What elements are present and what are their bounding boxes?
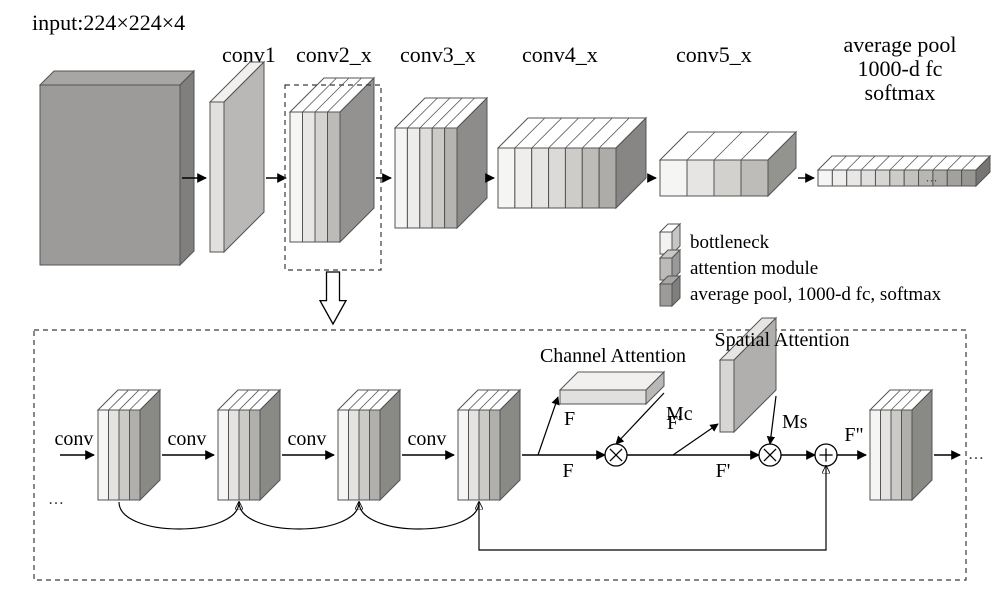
detail-panel: … conv conv conv conv Channel Attention Spatia…: [48, 318, 984, 550]
conv3-block: [395, 98, 487, 228]
legend-swatch-avgpool: [660, 276, 680, 306]
legend-label-bottleneck: bottleneck: [690, 232, 770, 253]
legend: bottleneck attention module average pool, …: [660, 224, 942, 306]
long-residual: [479, 466, 826, 550]
detail-stack-2: [218, 390, 280, 500]
conv-label-1: conv: [168, 428, 207, 450]
spatial-attention-label: Spatial Attention: [715, 329, 850, 351]
detail-stack-4: [458, 390, 520, 500]
conv-label-3: conv: [408, 428, 447, 450]
conv4-block: [498, 118, 646, 208]
detail-stack-5: [870, 390, 932, 500]
legend-label-avgpool: average pool, 1000-d fc, softmax: [690, 284, 942, 305]
conv5-label: conv5_x: [676, 42, 752, 67]
conv3-label: conv3_x: [400, 42, 476, 67]
F-up-label: F: [564, 408, 575, 430]
Fp-up-label: F': [667, 412, 682, 434]
conv-label-2: conv: [288, 428, 327, 450]
ellipsis-in: …: [48, 491, 64, 508]
Fpp-label: F": [844, 424, 863, 446]
conv2-label: conv2_x: [296, 42, 372, 67]
conv1-block: [210, 62, 264, 252]
conv2-block: [290, 78, 374, 242]
fc-block: …: [818, 156, 990, 186]
callout-arrow-icon: [320, 272, 346, 324]
head-label: average pool1000-d fcsoftmax: [844, 32, 957, 105]
input-block: [40, 71, 194, 265]
architecture-diagram: input:224×224×4conv1conv2_xconv3_xconv4_…: [0, 0, 1000, 595]
conv5-block: [660, 132, 796, 196]
detail-stack-3: [338, 390, 400, 500]
channel-attention-label: Channel Attention: [540, 345, 686, 367]
Ms-label: Ms: [782, 411, 808, 433]
channel-attention-block: [560, 372, 664, 404]
conv-label-0: conv: [55, 428, 94, 450]
ellipsis-out: …: [968, 446, 984, 463]
input-label: input:224×224×4: [32, 10, 185, 35]
detail-stack-1: [98, 390, 160, 500]
legend-label-attention: attention module: [690, 258, 818, 279]
top-row: input:224×224×4conv1conv2_xconv3_xconv4_…: [32, 10, 990, 324]
Fp-main-label: F': [716, 460, 731, 482]
svg-text:…: …: [925, 171, 937, 185]
conv4-label: conv4_x: [522, 42, 598, 67]
F-main-label: F: [562, 460, 573, 482]
